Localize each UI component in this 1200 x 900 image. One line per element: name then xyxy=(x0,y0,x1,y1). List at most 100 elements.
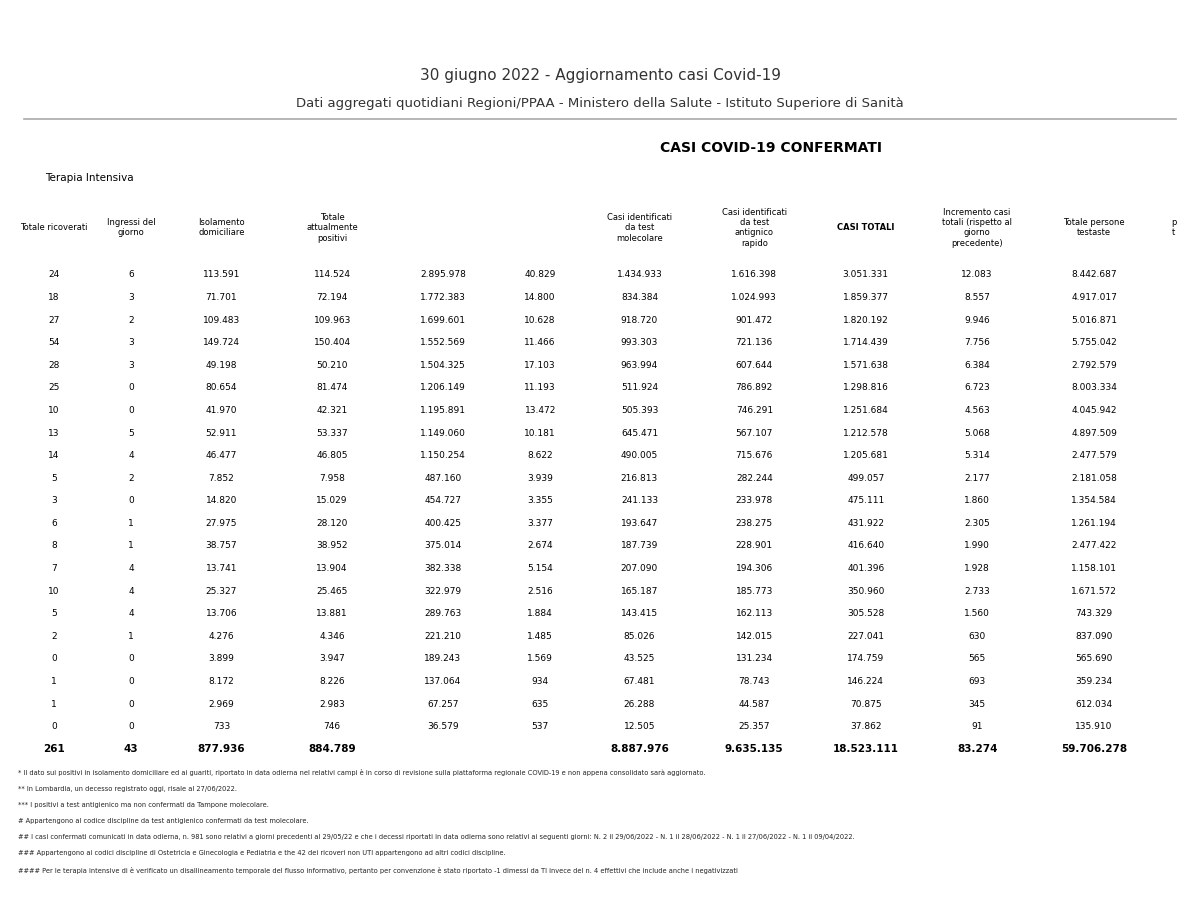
Text: 5.068: 5.068 xyxy=(965,428,990,437)
Text: 109.483: 109.483 xyxy=(203,316,240,325)
Text: 25.357: 25.357 xyxy=(738,722,770,731)
Text: 5: 5 xyxy=(128,428,133,437)
Text: 143.415: 143.415 xyxy=(620,609,658,618)
Text: 499.057: 499.057 xyxy=(847,473,884,482)
Text: Totale persone
testaste: Totale persone testaste xyxy=(1063,218,1124,238)
Text: 137.064: 137.064 xyxy=(425,677,462,686)
Text: 1.571.638: 1.571.638 xyxy=(842,361,889,370)
Text: 1.714.439: 1.714.439 xyxy=(842,338,889,347)
Text: 0: 0 xyxy=(128,722,133,731)
Text: 1.298.816: 1.298.816 xyxy=(842,383,889,392)
Text: Incremento casi
totali (rispetto al
giorno
precedente): Incremento casi totali (rispetto al gior… xyxy=(942,208,1012,248)
Text: 4.563: 4.563 xyxy=(965,406,990,415)
Text: 28.120: 28.120 xyxy=(317,519,348,528)
Text: 2.792.579: 2.792.579 xyxy=(1072,361,1117,370)
Text: 165.187: 165.187 xyxy=(620,587,658,596)
Text: 511.924: 511.924 xyxy=(620,383,658,392)
Text: 1.485: 1.485 xyxy=(527,632,553,641)
Text: 11.193: 11.193 xyxy=(524,383,556,392)
Text: 1.206.149: 1.206.149 xyxy=(420,383,466,392)
Text: Ingressi del
giorno: Ingressi del giorno xyxy=(107,218,155,238)
Text: 635: 635 xyxy=(532,699,548,708)
Text: 28: 28 xyxy=(48,361,60,370)
Text: 431.922: 431.922 xyxy=(847,519,884,528)
Text: 1.205.681: 1.205.681 xyxy=(842,451,889,460)
Text: 7.756: 7.756 xyxy=(965,338,990,347)
Text: 46.805: 46.805 xyxy=(317,451,348,460)
Text: 3: 3 xyxy=(128,361,133,370)
Text: 233.978: 233.978 xyxy=(736,496,773,505)
Text: 174.759: 174.759 xyxy=(847,654,884,663)
Text: DECEDUTI: DECEDUTI xyxy=(517,223,564,232)
Text: 14: 14 xyxy=(48,451,60,460)
Text: 834.384: 834.384 xyxy=(620,293,658,302)
Text: 13.904: 13.904 xyxy=(317,564,348,573)
Text: 194.306: 194.306 xyxy=(736,564,773,573)
Text: 3.051.331: 3.051.331 xyxy=(842,271,889,280)
Text: 207.090: 207.090 xyxy=(620,564,658,573)
Text: 54: 54 xyxy=(48,338,60,347)
Text: 2.733: 2.733 xyxy=(965,587,990,596)
Text: 1.024.993: 1.024.993 xyxy=(732,293,778,302)
Text: 1.772.383: 1.772.383 xyxy=(420,293,466,302)
Text: 0: 0 xyxy=(128,406,133,415)
Text: *** I positivi a test antigienico ma non confermati da Tampone molecolare.: *** I positivi a test antigienico ma non… xyxy=(18,802,269,808)
Text: 146.224: 146.224 xyxy=(847,677,884,686)
Text: Dati aggregati quotidiani Regioni/PPAA - Ministero della Salute - Istituto Super: Dati aggregati quotidiani Regioni/PPAA -… xyxy=(296,97,904,110)
Text: 13.741: 13.741 xyxy=(205,564,238,573)
Text: 10.628: 10.628 xyxy=(524,316,556,325)
Text: 2.181.058: 2.181.058 xyxy=(1072,473,1117,482)
Text: 4: 4 xyxy=(128,451,133,460)
Text: 241.133: 241.133 xyxy=(620,496,658,505)
Text: * Il dato sui positivi in isolamento domiciliare ed ai guariti, riportato in dat: * Il dato sui positivi in isolamento dom… xyxy=(18,770,706,777)
Text: 4: 4 xyxy=(128,564,133,573)
Text: 1: 1 xyxy=(128,542,133,551)
Text: 4: 4 xyxy=(128,587,133,596)
Text: 81.474: 81.474 xyxy=(317,383,348,392)
Text: 8.003.334: 8.003.334 xyxy=(1072,383,1117,392)
Text: 2.477.579: 2.477.579 xyxy=(1072,451,1117,460)
Text: Isolamento
domiciliare: Isolamento domiciliare xyxy=(198,218,245,238)
Text: 3.377: 3.377 xyxy=(527,519,553,528)
Text: 786.892: 786.892 xyxy=(736,383,773,392)
Text: 10: 10 xyxy=(48,406,60,415)
Text: 382.338: 382.338 xyxy=(425,564,462,573)
Text: 238.275: 238.275 xyxy=(736,519,773,528)
Text: 189.243: 189.243 xyxy=(425,654,462,663)
Text: 6.384: 6.384 xyxy=(965,361,990,370)
Text: 1.560: 1.560 xyxy=(965,609,990,618)
Text: 6: 6 xyxy=(52,519,56,528)
Text: 25.465: 25.465 xyxy=(317,587,348,596)
Text: 8.226: 8.226 xyxy=(319,677,344,686)
Text: 3.939: 3.939 xyxy=(527,473,553,482)
Text: 1.150.254: 1.150.254 xyxy=(420,451,466,460)
Text: 12.505: 12.505 xyxy=(624,722,655,731)
Text: 85.026: 85.026 xyxy=(624,632,655,641)
Text: 17.103: 17.103 xyxy=(524,361,556,370)
Text: 9.635.135: 9.635.135 xyxy=(725,744,784,754)
Text: 49.198: 49.198 xyxy=(205,361,238,370)
Text: ### Appartengono ai codici discipline di Ostetricia e Ginecologia e Pediatria e : ### Appartengono ai codici discipline di… xyxy=(18,850,505,857)
Text: 7: 7 xyxy=(52,564,56,573)
Text: 475.111: 475.111 xyxy=(847,496,884,505)
Text: 2.516: 2.516 xyxy=(527,587,553,596)
Text: 8.622: 8.622 xyxy=(527,451,553,460)
Text: 3: 3 xyxy=(128,338,133,347)
Text: 282.244: 282.244 xyxy=(736,473,773,482)
Text: Terapia Intensiva: Terapia Intensiva xyxy=(44,173,133,184)
Text: 149.724: 149.724 xyxy=(203,338,240,347)
Text: 993.303: 993.303 xyxy=(620,338,658,347)
Text: ## I casi confermati comunicati in data odierna, n. 981 sono relativi a giorni p: ## I casi confermati comunicati in data … xyxy=(18,834,854,841)
Text: 2: 2 xyxy=(128,316,133,325)
Text: 52.911: 52.911 xyxy=(205,428,238,437)
Text: 4.276: 4.276 xyxy=(209,632,234,641)
Text: 37.862: 37.862 xyxy=(850,722,882,731)
Text: 109.963: 109.963 xyxy=(313,316,350,325)
Text: 5.314: 5.314 xyxy=(965,451,990,460)
Text: 345: 345 xyxy=(968,699,985,708)
Text: 0: 0 xyxy=(128,677,133,686)
Text: CASI COVID-19 CONFERMATI: CASI COVID-19 CONFERMATI xyxy=(660,140,882,155)
Text: 78.743: 78.743 xyxy=(738,677,770,686)
Text: 645.471: 645.471 xyxy=(620,428,658,437)
Text: 18: 18 xyxy=(48,293,60,302)
